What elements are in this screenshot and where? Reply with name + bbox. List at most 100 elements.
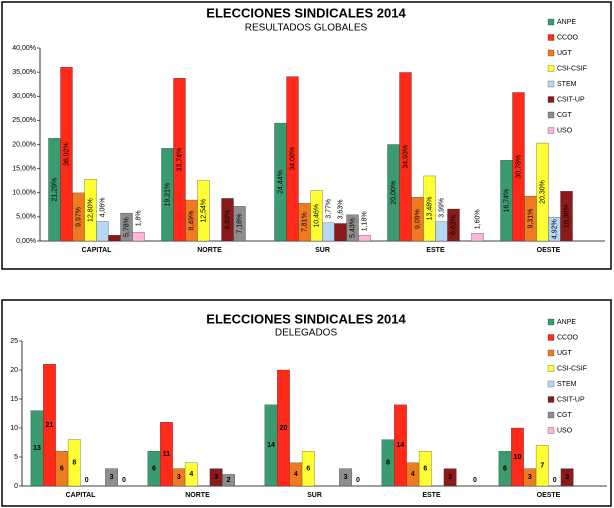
bar bbox=[560, 468, 574, 487]
legend-swatch bbox=[547, 111, 555, 119]
value-label: 3,63% bbox=[337, 200, 344, 220]
bar bbox=[418, 451, 432, 487]
bar bbox=[60, 67, 73, 242]
x-tick-label: NORTE bbox=[197, 247, 222, 254]
value-label: 4 bbox=[294, 471, 298, 478]
value-label: 4,06% bbox=[99, 197, 106, 217]
value-label: 34,93% bbox=[402, 145, 409, 169]
legend-label: CGT bbox=[557, 112, 573, 119]
chart-subtitle: RESULTADOS GLOBALES bbox=[245, 23, 368, 34]
y-tick-label: 40,00% bbox=[12, 45, 36, 52]
value-label: 4 bbox=[189, 471, 193, 478]
bar bbox=[277, 369, 290, 487]
bar bbox=[399, 72, 412, 242]
value-label: 14 bbox=[397, 442, 405, 449]
value-label: 0 bbox=[356, 477, 360, 484]
value-label: 6 bbox=[60, 465, 64, 472]
bar bbox=[184, 462, 198, 487]
value-label: 12,54% bbox=[200, 199, 207, 223]
value-label: 8,49% bbox=[188, 211, 195, 231]
value-label: 34,08% bbox=[289, 147, 296, 171]
x-tick-label: OESTE bbox=[537, 247, 561, 254]
bar bbox=[105, 468, 118, 487]
value-label: 11 bbox=[163, 451, 171, 458]
value-label: 10 bbox=[514, 454, 522, 461]
bar bbox=[84, 179, 97, 242]
legend-swatch bbox=[547, 34, 555, 41]
bar bbox=[511, 427, 524, 487]
value-label: 8 bbox=[386, 460, 390, 467]
y-tick-label: 0,00% bbox=[16, 238, 36, 245]
y-tick-label: 25 bbox=[10, 338, 18, 345]
bar bbox=[108, 235, 121, 242]
bar bbox=[443, 468, 457, 487]
legend-swatch bbox=[547, 380, 555, 388]
bar bbox=[310, 190, 323, 242]
value-label: 6 bbox=[152, 465, 156, 472]
bar bbox=[322, 222, 335, 242]
bar bbox=[286, 76, 299, 242]
bar bbox=[560, 191, 573, 242]
value-label: 9,31% bbox=[527, 209, 534, 229]
value-label: 5,78% bbox=[123, 217, 130, 237]
value-label: 21,29% bbox=[51, 178, 58, 202]
bar bbox=[173, 78, 186, 242]
legend-label: CSIT-UP bbox=[557, 96, 585, 103]
bar bbox=[334, 223, 347, 242]
bar bbox=[346, 214, 359, 242]
y-tick-label: 15 bbox=[10, 396, 18, 403]
value-label: 6 bbox=[306, 465, 310, 472]
value-label: 3 bbox=[528, 474, 532, 481]
value-label: 2 bbox=[227, 477, 231, 484]
value-label: 1,60% bbox=[474, 209, 481, 229]
value-label: 3 bbox=[344, 474, 348, 481]
value-label: 4 bbox=[411, 471, 415, 478]
x-tick-label: ESTE bbox=[426, 247, 445, 254]
y-tick-label: 15,00% bbox=[12, 165, 36, 172]
value-label: 6 bbox=[503, 465, 507, 472]
value-label: 3 bbox=[177, 474, 181, 481]
legend-label: CCOO bbox=[557, 34, 579, 41]
value-label: 1,8% bbox=[135, 210, 142, 226]
value-label: 13 bbox=[33, 445, 41, 452]
value-label: 20 bbox=[280, 425, 288, 432]
legend-label: UGT bbox=[557, 50, 573, 57]
legend-label: STEM bbox=[557, 381, 577, 388]
bar bbox=[301, 451, 315, 487]
value-label: 3 bbox=[565, 474, 569, 481]
legend-label: CSI-CSIF bbox=[557, 365, 587, 372]
x-tick-label: SUR bbox=[307, 492, 322, 499]
x-tick-label: SUR bbox=[315, 247, 330, 254]
legend-label: USO bbox=[557, 427, 573, 434]
value-label: 20,00% bbox=[390, 181, 397, 205]
y-tick-label: 30,00% bbox=[12, 93, 36, 100]
legend-label: USO bbox=[557, 127, 573, 134]
y-tick-label: 20 bbox=[10, 367, 18, 374]
value-label: 4,92% bbox=[551, 219, 558, 239]
value-label: 9,09% bbox=[414, 209, 421, 229]
value-label: 7,18% bbox=[236, 214, 243, 234]
x-tick-label: NORTE bbox=[185, 492, 210, 499]
value-label: 8 bbox=[72, 460, 76, 467]
legend-swatch bbox=[547, 365, 555, 372]
bar bbox=[512, 92, 525, 242]
chart-title: ELECCIONES SINDICALES 2014 bbox=[206, 5, 406, 20]
bar bbox=[43, 364, 56, 487]
legend-swatch bbox=[547, 411, 555, 419]
legend-swatch bbox=[547, 396, 555, 403]
legend-swatch bbox=[547, 334, 555, 341]
legend-label: ANPE bbox=[557, 319, 576, 326]
value-label: 7,81% bbox=[301, 212, 308, 232]
value-label: 14 bbox=[267, 442, 275, 449]
x-tick-label: ESTE bbox=[422, 492, 441, 499]
y-tick-label: 25,00% bbox=[12, 117, 36, 124]
bar bbox=[471, 233, 484, 242]
value-label: 3 bbox=[110, 474, 114, 481]
value-label: 13,48% bbox=[426, 197, 433, 221]
bar bbox=[423, 175, 436, 242]
value-label: 10,30% bbox=[563, 204, 570, 228]
bar bbox=[358, 235, 371, 242]
legend-swatch bbox=[547, 80, 555, 88]
value-label: 0 bbox=[553, 477, 557, 484]
